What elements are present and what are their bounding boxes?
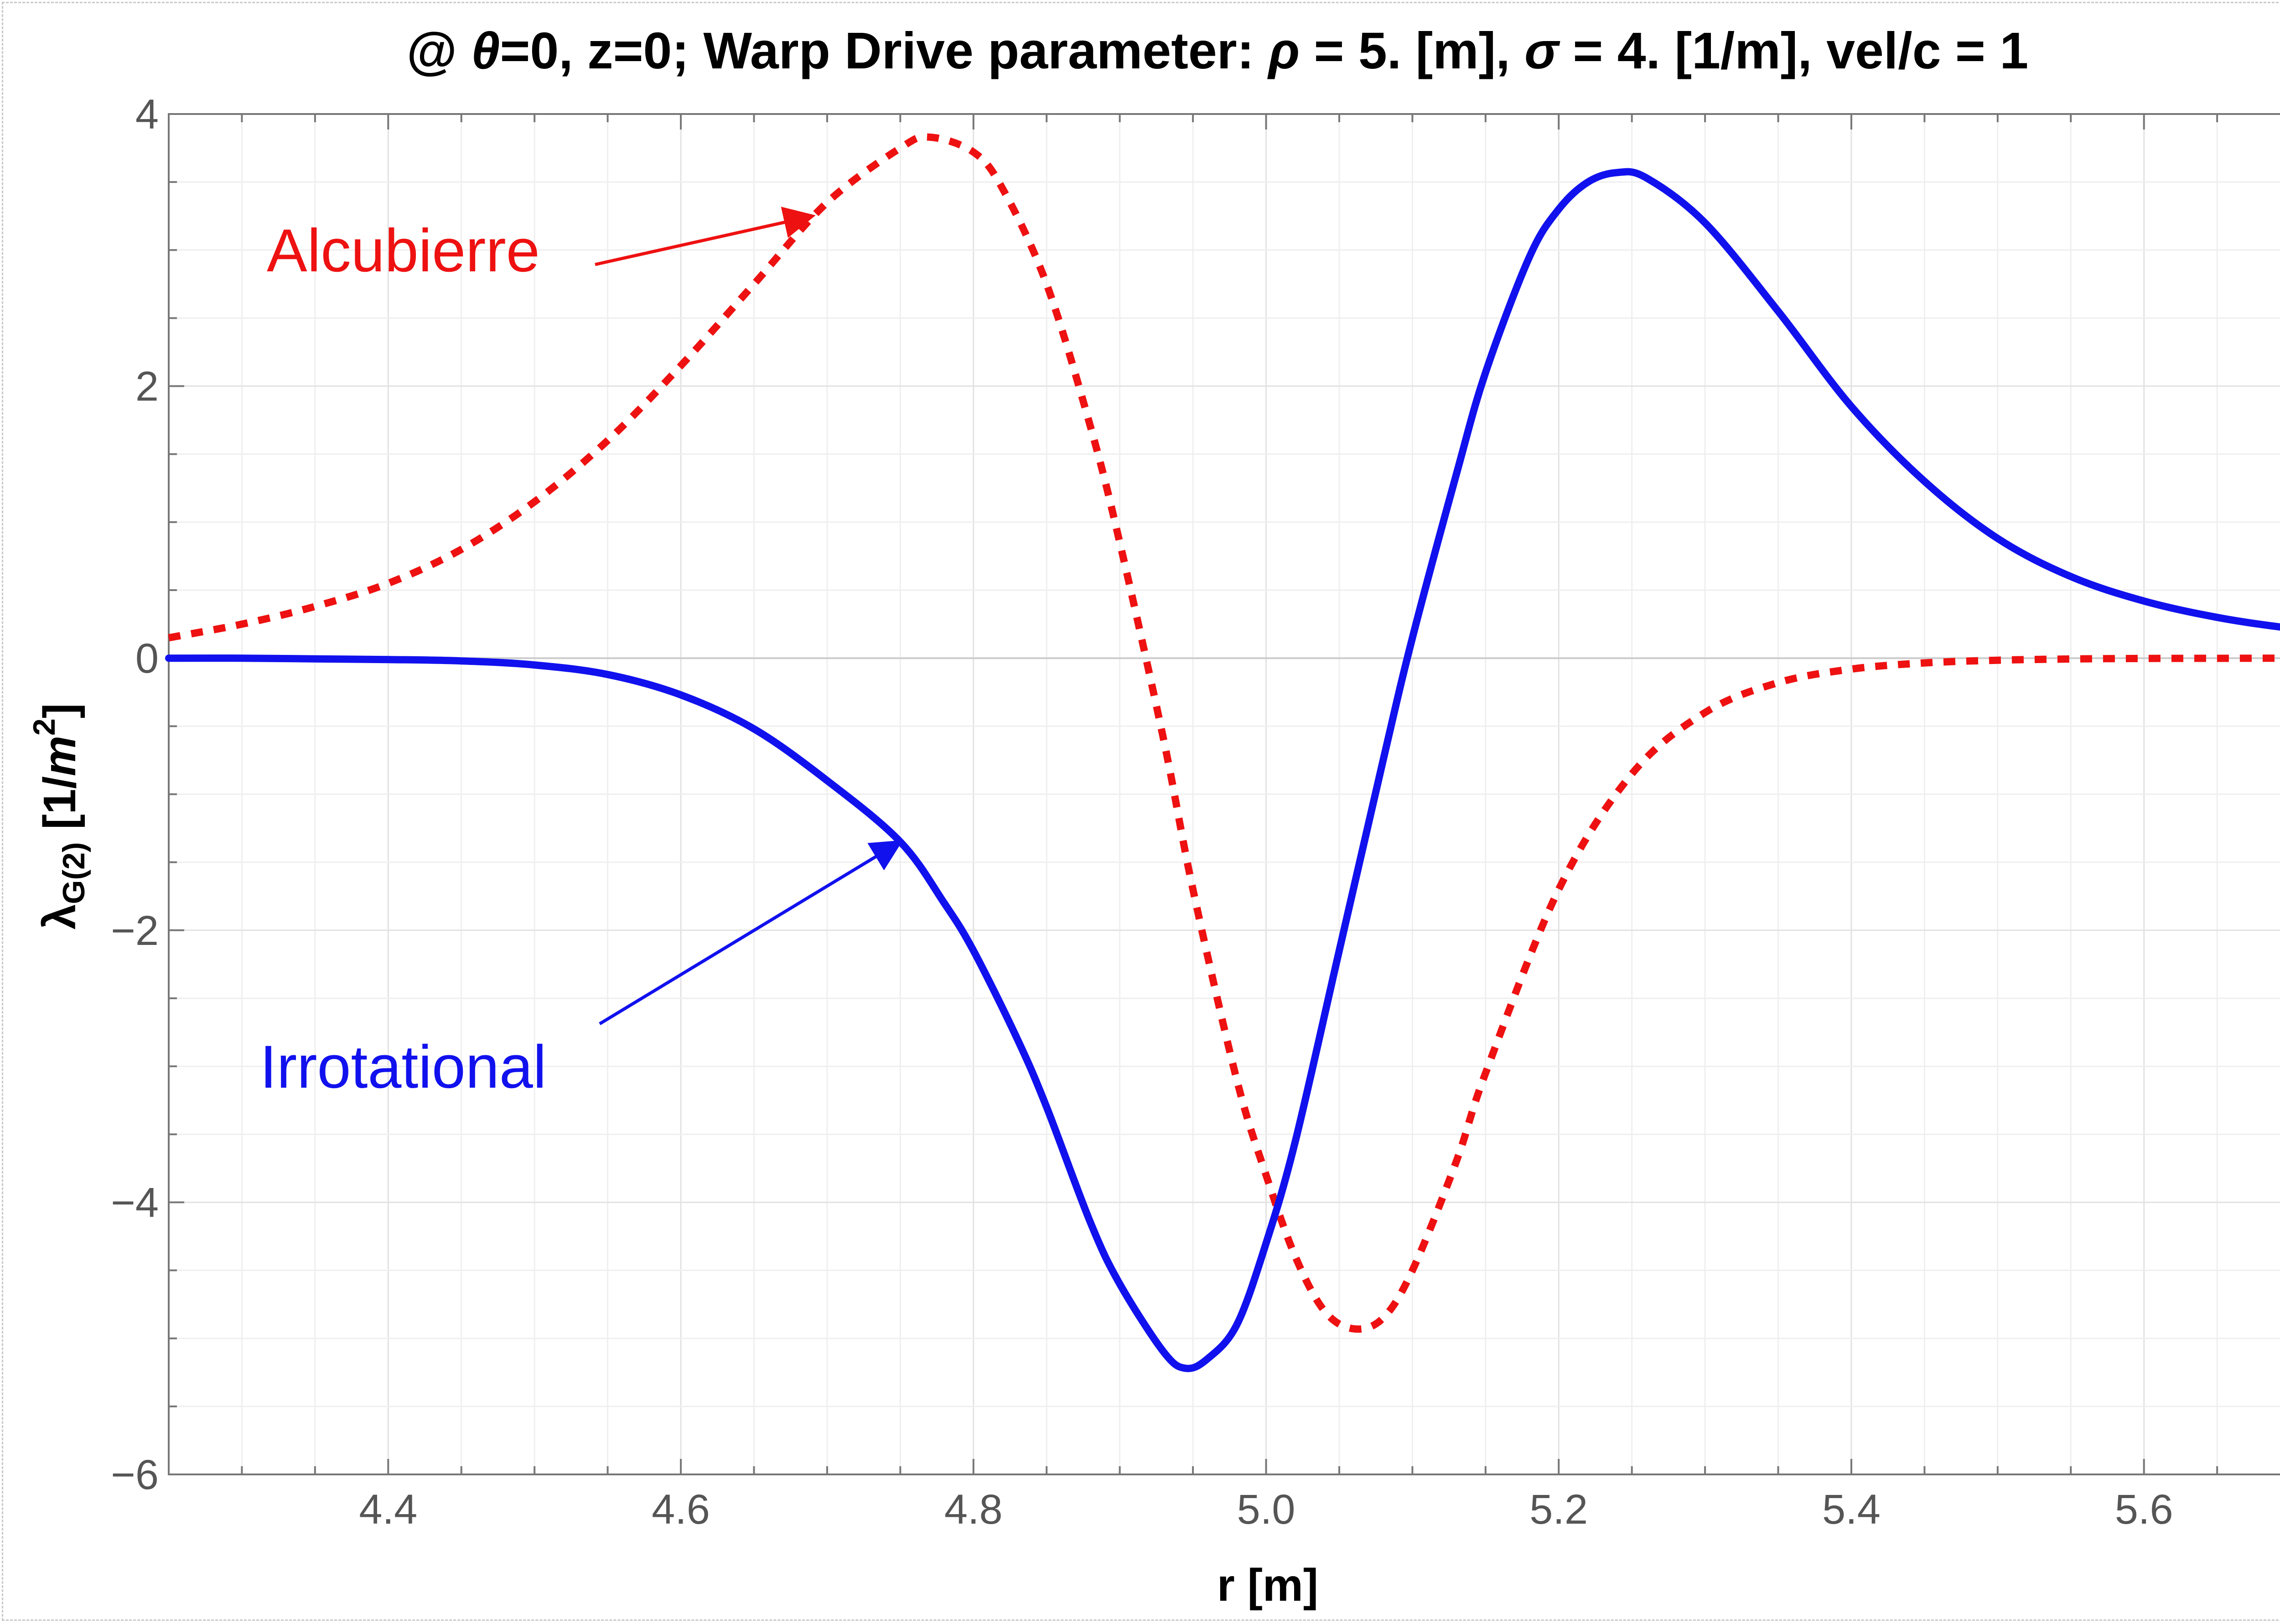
grid-lines	[168, 113, 2280, 1475]
x-tick-label: 4.4	[359, 1486, 417, 1533]
axis-tick-labels: 4.4 4.6 4.8 5.0 5.2 5.4 5.6 4 2 0 −2 −4 −6	[111, 91, 2173, 1533]
x-tick-label: 4.8	[944, 1486, 1003, 1533]
series-line-alcubierre	[168, 133, 2280, 1333]
annotation-alcubierre: Alcubierre	[267, 217, 540, 285]
annotation-arrow-alcubierre	[595, 207, 816, 266]
y-tick-label: −6	[111, 1452, 159, 1498]
y-tick-label: −2	[111, 908, 159, 954]
y-axis-title: λG(2) [1/m2]	[27, 703, 91, 929]
annotation-irrotational: Irrotational	[260, 1033, 546, 1101]
x-tick-label: 4.6	[652, 1486, 710, 1533]
x-axis-title: r [m]	[1217, 1560, 1318, 1611]
y-tick-label: 4	[135, 91, 159, 138]
y-tick-label: 2	[135, 363, 159, 410]
series-group	[165, 133, 2280, 1372]
annotation-arrow-irrotational	[599, 840, 903, 1025]
x-tick-label: 5.0	[1237, 1486, 1295, 1533]
series-line-irrotational	[165, 168, 2280, 1372]
y-tick-label: 0	[135, 635, 159, 682]
x-tick-label: 5.6	[2115, 1486, 2173, 1533]
chart-title: @ θ=0, z=0; Warp Drive parameter: ρ = 5.…	[407, 22, 2028, 79]
x-tick-label: 5.2	[1529, 1486, 1588, 1533]
y-tick-label: −4	[111, 1179, 159, 1226]
x-tick-label: 5.4	[1822, 1486, 1881, 1533]
